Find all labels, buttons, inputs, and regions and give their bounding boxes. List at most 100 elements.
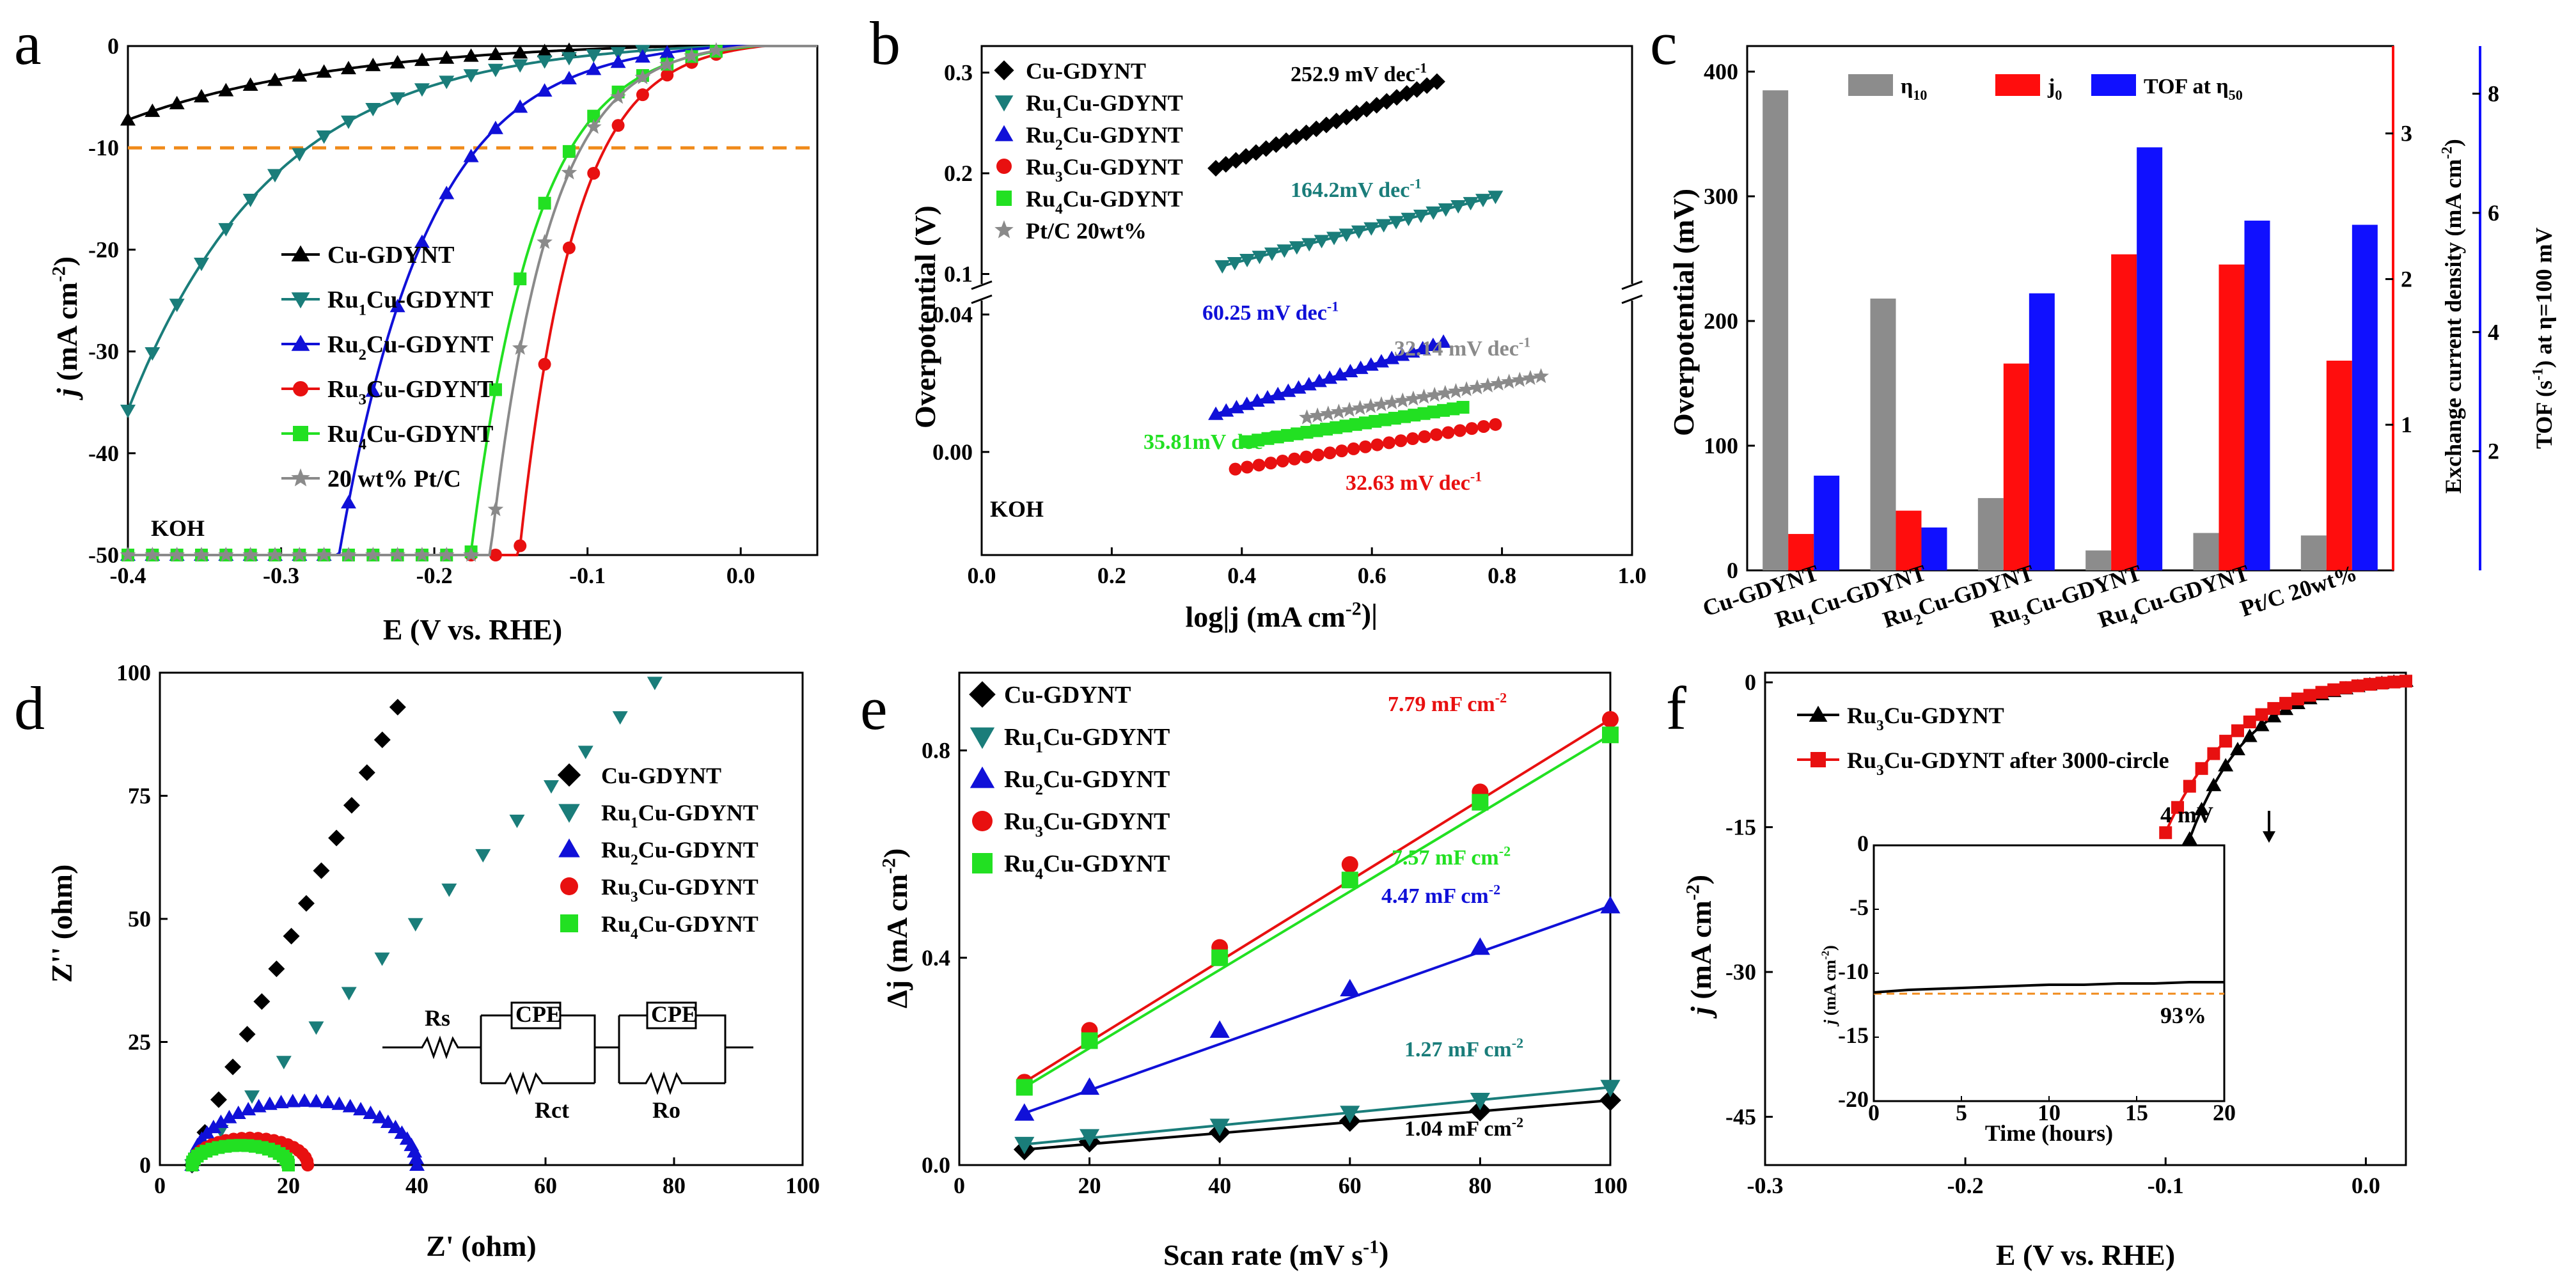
panel-a-legend-marker	[291, 245, 310, 262]
panel-b-point-shape	[1276, 244, 1292, 258]
panel-f-inset-xtick-label: 10	[2038, 1100, 2061, 1125]
panel-e-legend-label-part: Cu-GDYNT	[1043, 724, 1170, 751]
panel-d-point	[331, 1096, 347, 1110]
panel-d-point	[230, 1106, 246, 1120]
panel-b-point-shape	[1406, 432, 1419, 446]
panel-b-point	[1448, 383, 1464, 398]
panel-d-point-shape	[239, 1026, 256, 1043]
panel-f-inset-ytick-label: -5	[1850, 895, 1869, 920]
panel-b-point-shape	[1326, 231, 1342, 246]
panel-b-point	[1312, 448, 1325, 462]
panel-c-bar	[2219, 264, 2245, 570]
panel-a-point	[537, 43, 553, 58]
panel-d-point-shape	[297, 1093, 313, 1107]
panel-a-point-shape	[242, 77, 258, 91]
panel-a-ylabel-part: (mA cm	[51, 282, 83, 388]
panel-a-point-shape	[634, 49, 650, 63]
panel-d-point-shape	[285, 1093, 301, 1108]
panel-c-frame	[1746, 45, 2394, 572]
panel-a-point	[611, 119, 625, 132]
panel-f-xtick-label: -0.1	[2148, 1173, 2184, 1198]
panel-a-point-shape	[365, 383, 381, 397]
panel-b-point	[1314, 235, 1330, 249]
panel-d-legend-label: Cu-GDYNT	[601, 763, 721, 788]
panel-c-ylabel-right1-part: -2	[2439, 146, 2456, 159]
panel-d-legend-label-part: 3	[631, 889, 638, 905]
panel-b-point	[1388, 215, 1404, 230]
panel-a-xtick-label: -0.4	[110, 563, 146, 588]
panel-e-xtick-label: 100	[1593, 1173, 1628, 1198]
panel-a-point	[292, 68, 308, 82]
panel-b-point-shape	[1447, 402, 1460, 416]
panel-c-ylabel-right2-part: ) at η=100 mV	[2531, 228, 2557, 368]
panel-e-fit-line	[1023, 733, 1612, 1089]
panel-b-xlabel-part: -2	[1346, 599, 1362, 620]
panel-a-point-shape	[610, 54, 626, 68]
panel-b-slope-label-part: 252.9 mV dec	[1291, 63, 1415, 86]
panel-a-legend-label-part: 20 wt% Pt/C	[327, 466, 461, 492]
panel-f-point	[2159, 826, 2172, 840]
panel-a-point-shape	[512, 59, 528, 73]
panel-d-point	[313, 862, 330, 879]
panel-a-point-shape	[340, 495, 356, 509]
panel-d-xtick-label: 20	[277, 1173, 300, 1198]
panel-d-point	[409, 1157, 425, 1171]
panel-b-point	[1437, 403, 1450, 417]
panel-e-legend-label: Ru3Cu-GDYNT	[1004, 808, 1170, 840]
panel-b-point-shape	[1271, 430, 1284, 444]
panel-a-point	[661, 68, 674, 82]
panel-d-point	[251, 1099, 267, 1113]
panel-c-legend-label: j0	[2047, 75, 2062, 103]
panel-f-point	[2181, 831, 2197, 845]
panel-a-ytick-label: -50	[88, 542, 119, 568]
panel-d-point-shape	[276, 1056, 292, 1070]
panel-f-xlabel: E (V vs. RHE)	[1996, 1239, 2175, 1271]
panel-a-legend-marker-shape	[293, 426, 308, 441]
panel-a-point	[120, 547, 136, 562]
panel-b-point	[1352, 400, 1369, 415]
panel-f-point	[2303, 689, 2316, 702]
panel-f-point-shape	[2219, 735, 2233, 748]
panel-a-point	[120, 112, 136, 126]
panel-f-point-shape	[2207, 747, 2220, 760]
panel-b-point-shape	[1252, 434, 1265, 447]
panel-e-cap-label-part: -2	[1495, 689, 1507, 705]
panel-a-point-shape	[145, 547, 161, 562]
panel-b-break-mark	[1621, 294, 1643, 304]
panel-b-point-shape	[1288, 452, 1301, 466]
panel-label-a: a	[14, 9, 42, 77]
panel-f-legend-label: Ru3Cu-GDYNT	[1847, 703, 2004, 734]
panel-a-point	[489, 383, 502, 396]
panel-f-ytick-label: -30	[1725, 959, 1756, 985]
panel-d-point	[253, 993, 271, 1010]
panel-c-right2-label: 2	[2488, 439, 2499, 464]
panel-e-xtick-label: 0	[954, 1173, 965, 1198]
panel-f-point-shape	[2242, 728, 2258, 742]
panel-b-point-shape	[1501, 373, 1518, 389]
panel-a-point-shape	[340, 61, 356, 75]
panel-f-point-shape	[2231, 724, 2244, 737]
panel-d-point	[239, 1026, 256, 1043]
panel-b-ylabel: Overpotential (V)	[909, 205, 941, 428]
panel-f-point-shape	[2159, 826, 2172, 840]
panel-b-point	[1437, 385, 1454, 400]
panel-a-point	[389, 92, 405, 106]
panel-e-point-shape	[1469, 1099, 1491, 1122]
panel-d-point-shape	[647, 677, 663, 691]
panel-a-point-shape	[659, 45, 675, 59]
panel-b-point	[1465, 422, 1479, 435]
panel-d-point	[276, 1056, 292, 1070]
panel-e-point	[1209, 1020, 1230, 1038]
panel-b-point-shape	[1475, 194, 1491, 208]
panel-c-ylabel-right1-part: )	[2440, 139, 2466, 146]
panel-d-point	[372, 1109, 388, 1124]
panel-d-point	[407, 1144, 423, 1158]
panel-a-point	[537, 55, 553, 69]
panel-f-ylabel-part: -2	[1683, 884, 1704, 900]
panel-b-slope-label-part: 32.63 mV dec	[1346, 471, 1470, 495]
panel-a-point-shape	[292, 68, 308, 82]
panel-b-point	[1436, 334, 1452, 348]
panel-b-legend-label: Ru2Cu-GDYNT	[1026, 122, 1183, 153]
panel-e-ylabel-part: )	[878, 849, 911, 858]
panel-b-point-shape	[1388, 215, 1404, 230]
